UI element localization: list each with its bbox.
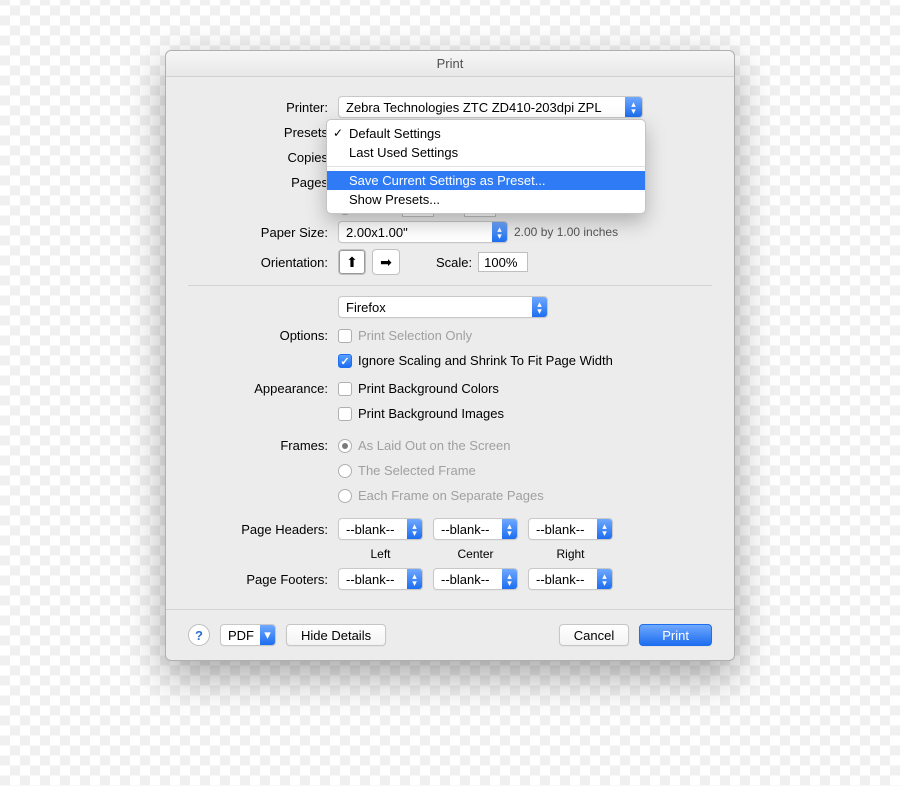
chevron-updown-icon: ▴▾ [407, 569, 422, 589]
chevron-down-icon: ▾ [260, 625, 275, 645]
center-column-label: Center [433, 547, 518, 561]
frames-each-radio[interactable] [338, 489, 352, 503]
bg-colors-check[interactable] [338, 382, 352, 396]
page-headers-label: Page Headers: [188, 522, 338, 537]
preset-item-last-used[interactable]: Last Used Settings [327, 143, 645, 162]
printer-select[interactable]: Zebra Technologies ZTC ZD410-203dpi ZPL … [338, 96, 643, 118]
preset-show-presets[interactable]: Show Presets... [327, 190, 645, 209]
header-center-select[interactable]: --blank-- ▴▾ [433, 518, 518, 540]
pages-label: Pages [188, 175, 338, 190]
paper-size-value: 2.00x1.00" [346, 225, 414, 240]
bg-images-text: Print Background Images [358, 406, 504, 421]
ignore-scaling-text: Ignore Scaling and Shrink To Fit Page Wi… [358, 353, 613, 368]
preset-item-default[interactable]: ✓ Default Settings [327, 124, 645, 143]
preset-item-label: Save Current Settings as Preset... [349, 173, 546, 188]
preset-item-label: Last Used Settings [349, 145, 458, 160]
footer-left-value: --blank-- [346, 572, 400, 587]
footer-left-select[interactable]: --blank-- ▴▾ [338, 568, 423, 590]
footer-right-value: --blank-- [536, 572, 590, 587]
cancel-button[interactable]: Cancel [559, 624, 629, 646]
preset-item-label: Default Settings [349, 126, 441, 141]
scale-label: Scale: [436, 255, 472, 270]
help-button[interactable]: ? [188, 624, 210, 646]
scale-input[interactable] [478, 252, 528, 272]
pdf-menu[interactable]: PDF ▾ [220, 624, 276, 646]
header-center-value: --blank-- [441, 522, 495, 537]
copies-label: Copies [188, 150, 338, 165]
header-right-select[interactable]: --blank-- ▴▾ [528, 518, 613, 540]
footer-center-select[interactable]: --blank-- ▴▾ [433, 568, 518, 590]
presets-label: Presets [188, 125, 338, 140]
print-selection-check[interactable] [338, 329, 352, 343]
dialog-footer: ? PDF ▾ Hide Details Cancel Print [166, 609, 734, 660]
print-button[interactable]: Print [639, 624, 712, 646]
right-column-label: Right [528, 547, 613, 561]
chevron-updown-icon: ▴▾ [532, 297, 547, 317]
page-footers-label: Page Footers: [188, 572, 338, 587]
landscape-icon: ➡︎ [380, 254, 392, 271]
print-selection-text: Print Selection Only [358, 328, 472, 343]
print-dialog: Print Printer: Zebra Technologies ZTC ZD… [165, 50, 735, 661]
footer-right-select[interactable]: --blank-- ▴▾ [528, 568, 613, 590]
paper-size-label: Paper Size: [188, 225, 338, 240]
chevron-updown-icon: ▴▾ [492, 222, 507, 242]
frames-selected-radio[interactable] [338, 464, 352, 478]
printer-label: Printer: [188, 100, 338, 115]
header-right-value: --blank-- [536, 522, 590, 537]
preset-save-current[interactable]: Save Current Settings as Preset... [327, 171, 645, 190]
chevron-updown-icon: ▴▾ [407, 519, 422, 539]
printer-value: Zebra Technologies ZTC ZD410-203dpi ZPL [346, 100, 608, 115]
frames-aslaid-text: As Laid Out on the Screen [358, 438, 510, 453]
frames-aslaid-radio[interactable] [338, 439, 352, 453]
paper-size-select[interactable]: 2.00x1.00" ▴▾ [338, 221, 508, 243]
paper-size-note: 2.00 by 1.00 inches [514, 225, 618, 239]
header-left-select[interactable]: --blank-- ▴▾ [338, 518, 423, 540]
orientation-label: Orientation: [188, 255, 338, 270]
ignore-scaling-check[interactable] [338, 354, 352, 368]
header-left-value: --blank-- [346, 522, 400, 537]
appearance-label: Appearance: [188, 381, 338, 396]
chevron-updown-icon: ▴▾ [597, 569, 612, 589]
portrait-icon: ⬆︎ [346, 254, 358, 271]
chevron-updown-icon: ▴▾ [625, 97, 642, 117]
app-section-value: Firefox [346, 300, 392, 315]
chevron-updown-icon: ▴▾ [502, 569, 517, 589]
chevron-updown-icon: ▴▾ [502, 519, 517, 539]
check-icon: ✓ [333, 126, 343, 140]
options-label: Options: [188, 328, 338, 343]
hide-details-button[interactable]: Hide Details [286, 624, 386, 646]
dialog-body: Printer: Zebra Technologies ZTC ZD410-20… [166, 77, 734, 609]
orientation-portrait[interactable]: ⬆︎ [338, 249, 366, 275]
chevron-updown-icon: ▴▾ [597, 519, 612, 539]
orientation-landscape[interactable]: ➡︎ [372, 249, 400, 275]
bg-images-check[interactable] [338, 407, 352, 421]
presets-popup: ✓ Default Settings Last Used Settings Sa… [326, 119, 646, 214]
help-icon: ? [195, 628, 203, 643]
app-section-select[interactable]: Firefox ▴▾ [338, 296, 548, 318]
frames-each-text: Each Frame on Separate Pages [358, 488, 544, 503]
frames-label: Frames: [188, 438, 338, 453]
title-bar: Print [166, 51, 734, 77]
menu-separator [327, 166, 645, 167]
pdf-label: PDF [228, 628, 260, 643]
preset-item-label: Show Presets... [349, 192, 440, 207]
frames-selected-text: The Selected Frame [358, 463, 476, 478]
left-column-label: Left [338, 547, 423, 561]
footer-center-value: --blank-- [441, 572, 495, 587]
bg-colors-text: Print Background Colors [358, 381, 499, 396]
